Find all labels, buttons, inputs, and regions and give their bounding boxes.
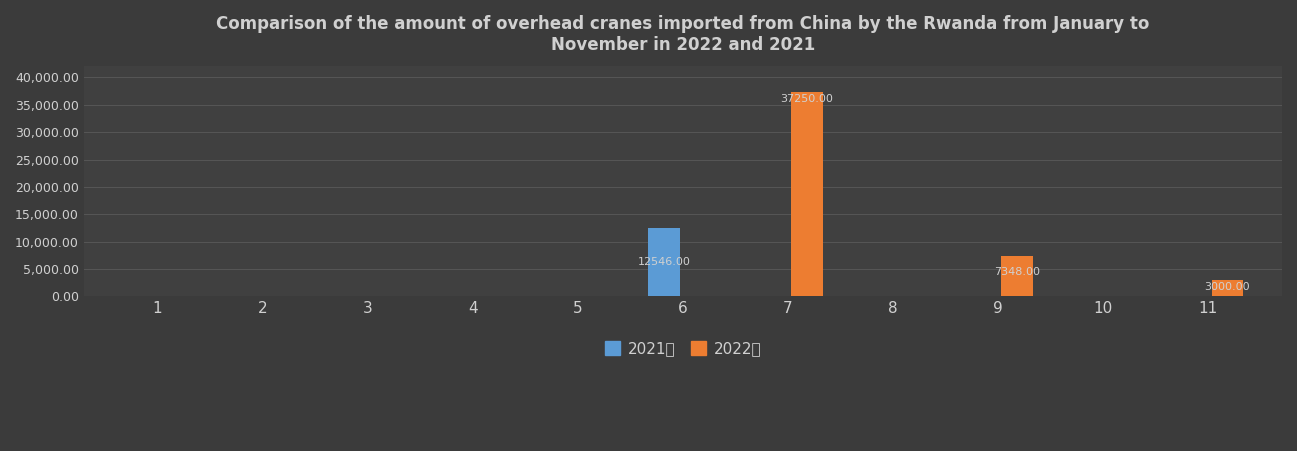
Text: 3000.00: 3000.00 — [1205, 281, 1250, 292]
Text: 37250.00: 37250.00 — [781, 94, 834, 104]
Bar — [648, 228, 680, 296]
Bar — [1001, 256, 1032, 296]
Legend: 2021年, 2022年: 2021年, 2022年 — [599, 335, 767, 363]
Bar — [1211, 280, 1243, 296]
Text: 7348.00: 7348.00 — [994, 267, 1040, 277]
Text: 12546.00: 12546.00 — [638, 257, 690, 267]
Title: Comparison of the amount of overhead cranes imported from China by the Rwanda fr: Comparison of the amount of overhead cra… — [217, 15, 1149, 54]
Bar — [791, 92, 822, 296]
